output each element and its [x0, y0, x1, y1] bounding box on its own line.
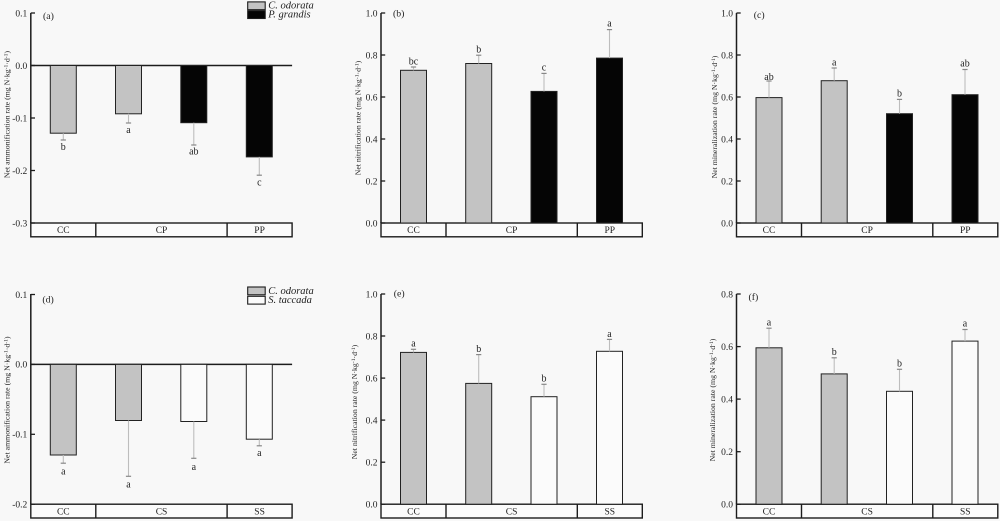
svg-text:CS: CS — [156, 507, 168, 517]
svg-text:a: a — [832, 57, 837, 68]
svg-text:1.0: 1.0 — [721, 9, 733, 19]
svg-text:ab: ab — [960, 59, 969, 70]
svg-text:Net nitrification rate (mg N·k: Net nitrification rate (mg N·kg-1·d-1) — [354, 60, 363, 175]
svg-text:0.0: 0.0 — [366, 501, 378, 511]
svg-text:0.4: 0.4 — [366, 135, 378, 145]
svg-text:1.0: 1.0 — [366, 290, 378, 300]
svg-text:0.8: 0.8 — [721, 51, 733, 61]
svg-text:a: a — [963, 319, 968, 330]
svg-text:0.1: 0.1 — [15, 9, 27, 19]
svg-text:b: b — [832, 347, 837, 358]
svg-text:CC: CC — [763, 507, 776, 517]
svg-text:1.0: 1.0 — [366, 9, 378, 19]
svg-text:SS: SS — [254, 507, 265, 517]
svg-text:SS: SS — [960, 507, 971, 517]
svg-text:(a): (a) — [43, 11, 54, 22]
svg-text:P. grandis: P. grandis — [267, 10, 310, 21]
svg-text:a: a — [257, 448, 262, 459]
svg-text:0.4: 0.4 — [366, 416, 378, 426]
svg-text:0.8: 0.8 — [366, 332, 378, 342]
svg-text:(c): (c) — [754, 10, 765, 21]
svg-text:CS: CS — [861, 507, 873, 517]
svg-text:PP: PP — [605, 226, 616, 236]
svg-text:c: c — [542, 63, 547, 74]
svg-text:a: a — [192, 462, 197, 473]
svg-text:PP: PP — [960, 226, 971, 236]
svg-text:0.2: 0.2 — [366, 177, 378, 187]
svg-text:CS: CS — [506, 507, 518, 517]
svg-text:CP: CP — [861, 226, 873, 236]
svg-text:0.6: 0.6 — [721, 93, 733, 103]
svg-text:a: a — [767, 317, 772, 328]
svg-text:CC: CC — [407, 507, 420, 517]
svg-text:a: a — [411, 339, 416, 350]
svg-text:0.6: 0.6 — [721, 343, 733, 353]
svg-text:-0.1: -0.1 — [12, 431, 27, 441]
svg-text:a: a — [607, 329, 612, 340]
svg-text:SS: SS — [605, 507, 616, 517]
svg-text:Net nitrification rate (mg N·k: Net nitrification rate (mg N·kg-1·d-1) — [350, 344, 359, 459]
svg-text:b: b — [476, 344, 481, 355]
svg-text:a: a — [126, 125, 131, 136]
svg-text:-0.3: -0.3 — [12, 219, 27, 229]
svg-text:ab: ab — [764, 72, 773, 83]
svg-text:b: b — [897, 89, 902, 100]
svg-text:-0.2: -0.2 — [12, 501, 27, 511]
svg-text:0.2: 0.2 — [721, 448, 733, 458]
svg-text:C. odorata: C. odorata — [268, 1, 314, 12]
svg-text:(f): (f) — [749, 292, 759, 303]
svg-text:bc: bc — [409, 56, 419, 67]
svg-text:Net ammonification rate (mg N·: Net ammonification rate (mg N·kg-1·d-1) — [3, 51, 12, 179]
svg-text:(d): (d) — [42, 294, 53, 305]
svg-text:-0.1: -0.1 — [12, 114, 27, 124]
svg-text:CP: CP — [156, 226, 168, 236]
svg-text:PP: PP — [254, 226, 265, 236]
svg-text:Net mineralization rate (mg N·: Net mineralization rate (mg N·kg-1·d-1) — [708, 338, 717, 461]
svg-text:a: a — [61, 467, 66, 478]
svg-text:C. odorata: C. odorata — [268, 286, 314, 297]
svg-text:a: a — [126, 479, 131, 490]
svg-text:CP: CP — [506, 226, 518, 236]
svg-text:S. taccada: S. taccada — [268, 295, 312, 306]
svg-text:0.6: 0.6 — [366, 374, 378, 384]
svg-text:0.2: 0.2 — [366, 459, 378, 469]
svg-text:-0.2: -0.2 — [12, 167, 27, 177]
svg-text:Net ammonification rate (mg N·: Net ammonification rate (mg N·kg-1·d-1) — [3, 336, 12, 464]
svg-text:b: b — [542, 374, 547, 385]
svg-text:0.0: 0.0 — [15, 62, 27, 72]
svg-text:a: a — [607, 19, 612, 30]
svg-text:b: b — [897, 359, 902, 370]
svg-text:0.4: 0.4 — [721, 395, 733, 405]
svg-text:CC: CC — [57, 226, 70, 236]
svg-text:Net mineralization rate (mg N·: Net mineralization rate (mg N·kg-1·d-1) — [710, 55, 719, 178]
svg-text:0.0: 0.0 — [721, 219, 733, 229]
svg-text:CC: CC — [763, 226, 776, 236]
svg-text:CC: CC — [407, 226, 420, 236]
svg-text:0.8: 0.8 — [721, 290, 733, 300]
svg-text:0.8: 0.8 — [366, 51, 378, 61]
svg-text:(b): (b) — [393, 8, 404, 19]
svg-text:0.0: 0.0 — [15, 361, 27, 371]
svg-text:0.0: 0.0 — [721, 501, 733, 511]
svg-text:ab: ab — [189, 146, 198, 157]
svg-text:0.4: 0.4 — [721, 135, 733, 145]
svg-text:CC: CC — [57, 507, 70, 517]
svg-text:c: c — [257, 178, 262, 189]
svg-text:0.2: 0.2 — [721, 177, 733, 187]
svg-text:0.1: 0.1 — [15, 291, 27, 301]
svg-text:0.6: 0.6 — [366, 93, 378, 103]
svg-text:b: b — [476, 44, 481, 55]
svg-text:0.0: 0.0 — [366, 219, 378, 229]
svg-text:(e): (e) — [394, 288, 405, 299]
svg-text:b: b — [61, 142, 66, 153]
